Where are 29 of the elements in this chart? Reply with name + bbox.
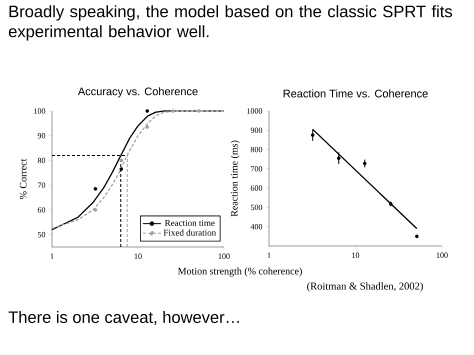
x-tick-label: 100	[436, 252, 448, 258]
x-tick-label: 1	[268, 252, 271, 258]
legend-label: Fixed duration	[164, 229, 216, 236]
text: (Roitman & Shadlen, 2002)	[307, 282, 423, 292]
y-tick-label: 900	[250, 128, 262, 133]
text: There is one caveat, however…	[8, 310, 239, 326]
y-tick-label: 90	[38, 133, 46, 138]
y-tick-label: 50	[38, 232, 46, 238]
x-tick-label: 100	[218, 254, 230, 259]
chart-title: Reaction Time vs. Coherence	[284, 89, 428, 98]
y-tick-label: 400	[250, 224, 262, 230]
text: Broadly speaking, the model based on the classic SPRT fits experimental behavior well.	[8, 5, 452, 41]
y-tick-label: 1000	[247, 108, 262, 114]
y-tick-label: 100	[34, 108, 46, 114]
legend-label: Reaction time	[164, 220, 215, 226]
x-tick-label: 10	[352, 252, 360, 258]
y-tick-label: 500	[250, 204, 262, 210]
y-tick-label: 80	[38, 158, 46, 164]
y-tick-label: 70	[38, 182, 46, 188]
y-tick-label: 800	[250, 146, 262, 152]
x-axis-title: Motion strength (% coherence)	[178, 267, 302, 277]
chart-title: Accuracy vs. Coherence	[78, 87, 198, 98]
y-axis-title: Reaction time (ms)	[230, 140, 240, 217]
y-axis-title: % Correct	[20, 158, 27, 200]
y-tick-label: 60	[38, 207, 46, 213]
x-tick-label: 10	[134, 254, 142, 259]
y-tick-label: 700	[251, 166, 262, 172]
y-tick-label: 600	[250, 185, 262, 191]
x-tick-label: 1	[50, 254, 54, 259]
